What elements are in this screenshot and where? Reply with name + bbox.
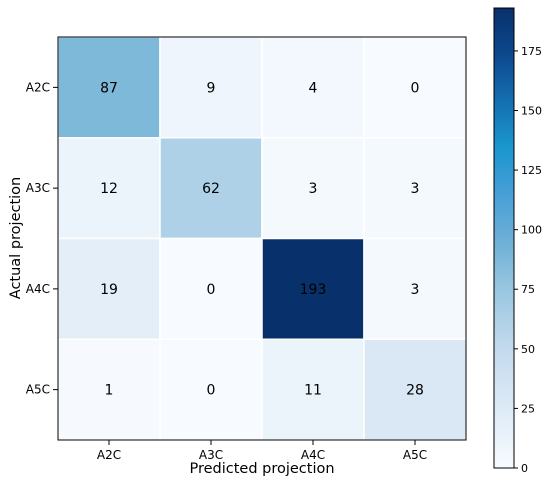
colorbar-tick-label: 175 [521, 45, 542, 58]
cell-value-label: 3 [309, 181, 318, 197]
colorbar-tick-label: 50 [521, 343, 535, 356]
cell-value-label: 193 [300, 282, 327, 298]
heatmap-cell [363, 137, 467, 240]
colorbar-tick-label: 0 [521, 462, 528, 475]
heatmap-cell [363, 338, 467, 441]
y-tick-label: A2C [26, 80, 50, 94]
cell-value-label: 0 [207, 282, 216, 298]
heatmap-cell [57, 36, 161, 139]
colorbar [493, 7, 515, 469]
y-axis-ticks: A2C A3C A4C A5C [26, 80, 58, 397]
heatmap-cell [363, 237, 467, 340]
y-tick-label: A5C [26, 383, 50, 397]
x-tick-label: A4C [301, 448, 325, 462]
cell-value-label: 0 [411, 80, 420, 96]
cell-value-label: 9 [207, 80, 216, 96]
plot-frame [57, 36, 467, 441]
cell-value-label: 87 [100, 80, 118, 96]
colorbar-tick-label: 75 [521, 283, 535, 296]
cell-value-label: 0 [207, 383, 216, 399]
colorbar-tick-label: 100 [521, 224, 542, 237]
heatmap-cell [363, 36, 467, 139]
colorbar-tick-label: 125 [521, 164, 542, 177]
heatmap-cell [159, 237, 263, 340]
cell-value-label: 4 [309, 80, 318, 96]
y-tick-label: A4C [26, 282, 50, 296]
x-axis-label: Predicted projection [189, 461, 334, 477]
cell-value-label: 28 [406, 383, 424, 399]
heatmap-cell [159, 36, 263, 139]
heatmap-cell-labels: 87 9 4 0 12 62 3 3 19 0 193 3 1 0 11 28 [100, 80, 424, 398]
x-tick-label: A2C [97, 448, 121, 462]
x-axis-ticks: A2C A3C A4C A5C [97, 440, 427, 462]
cell-value-label: 1 [105, 383, 114, 399]
cell-value-label: 62 [202, 181, 220, 197]
x-tick-label: A3C [199, 448, 223, 462]
colorbar-tick-label: 25 [521, 402, 535, 415]
cell-value-label: 3 [411, 282, 420, 298]
cell-value-label: 3 [411, 181, 420, 197]
cell-value-label: 12 [100, 181, 118, 197]
y-axis-label: Actual projection [8, 177, 24, 299]
colorbar-tick-label: 150 [521, 104, 542, 117]
heatmap-cells [57, 36, 467, 441]
heatmap-cell [159, 137, 263, 240]
cell-value-label: 11 [304, 383, 322, 399]
cell-value-label: 19 [100, 282, 118, 298]
x-tick-label: A5C [403, 448, 427, 462]
colorbar-ticks: 0 25 50 75 100 125 150 175 [514, 45, 542, 475]
y-tick-label: A3C [26, 181, 50, 195]
heatmap-cell [159, 338, 263, 441]
